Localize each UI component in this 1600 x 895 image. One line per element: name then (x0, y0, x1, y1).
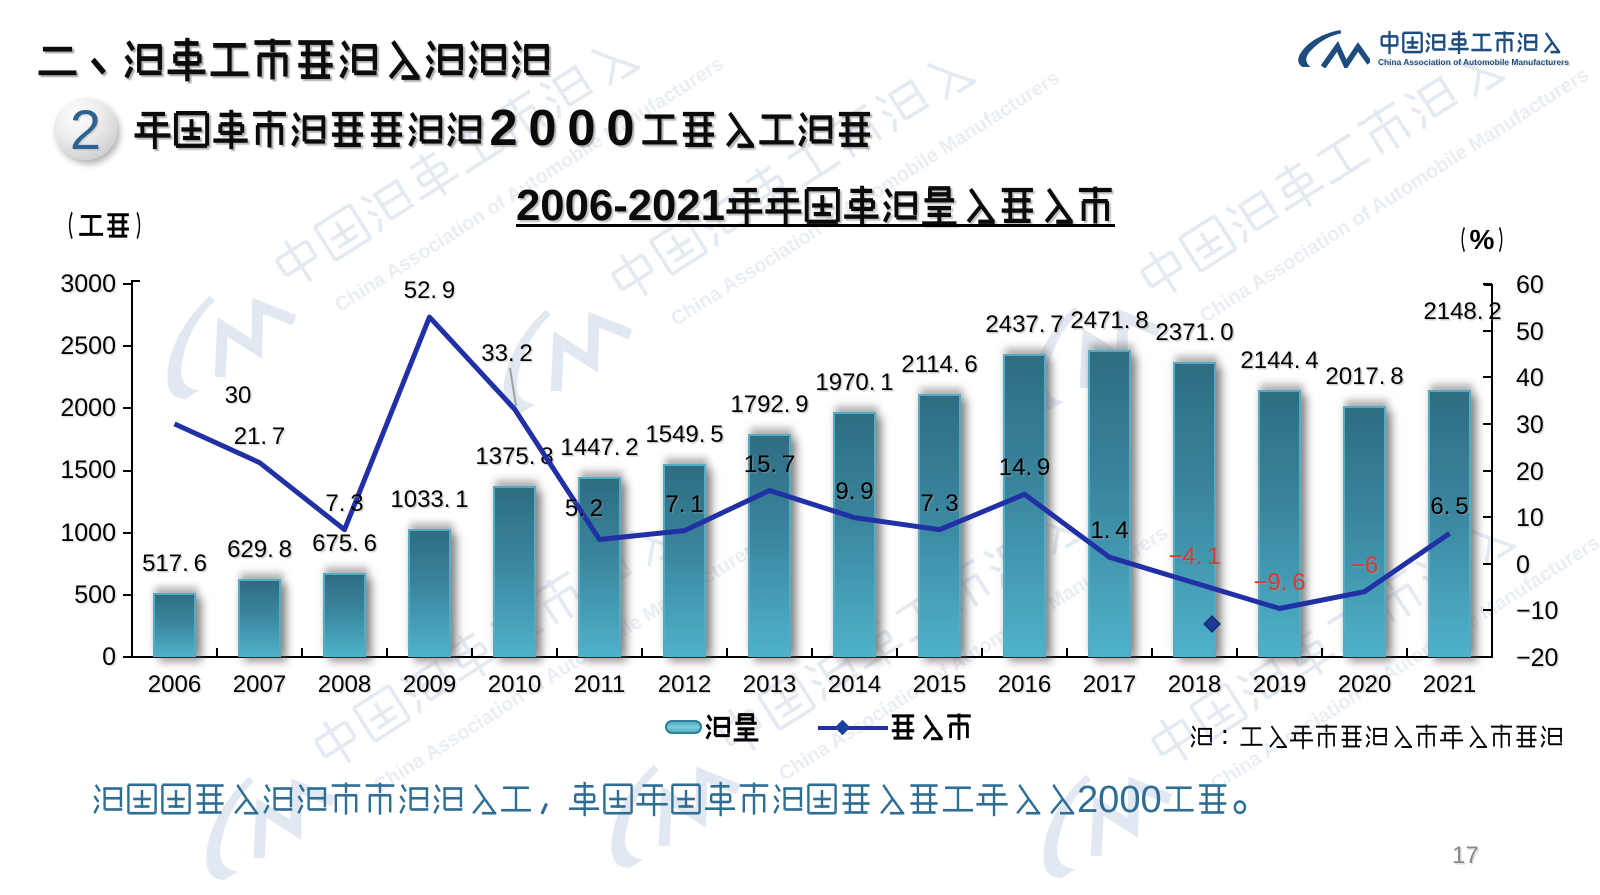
svg-text:%: % (1470, 224, 1495, 255)
svg-text:2: 2 (489, 99, 517, 156)
svg-text:0: 0 (528, 99, 556, 156)
svg-text:2000: 2000 (1077, 779, 1162, 821)
svg-text:2006-2021: 2006-2021 (516, 181, 725, 230)
svg-text:0: 0 (567, 99, 595, 156)
svg-text:0: 0 (606, 99, 634, 156)
